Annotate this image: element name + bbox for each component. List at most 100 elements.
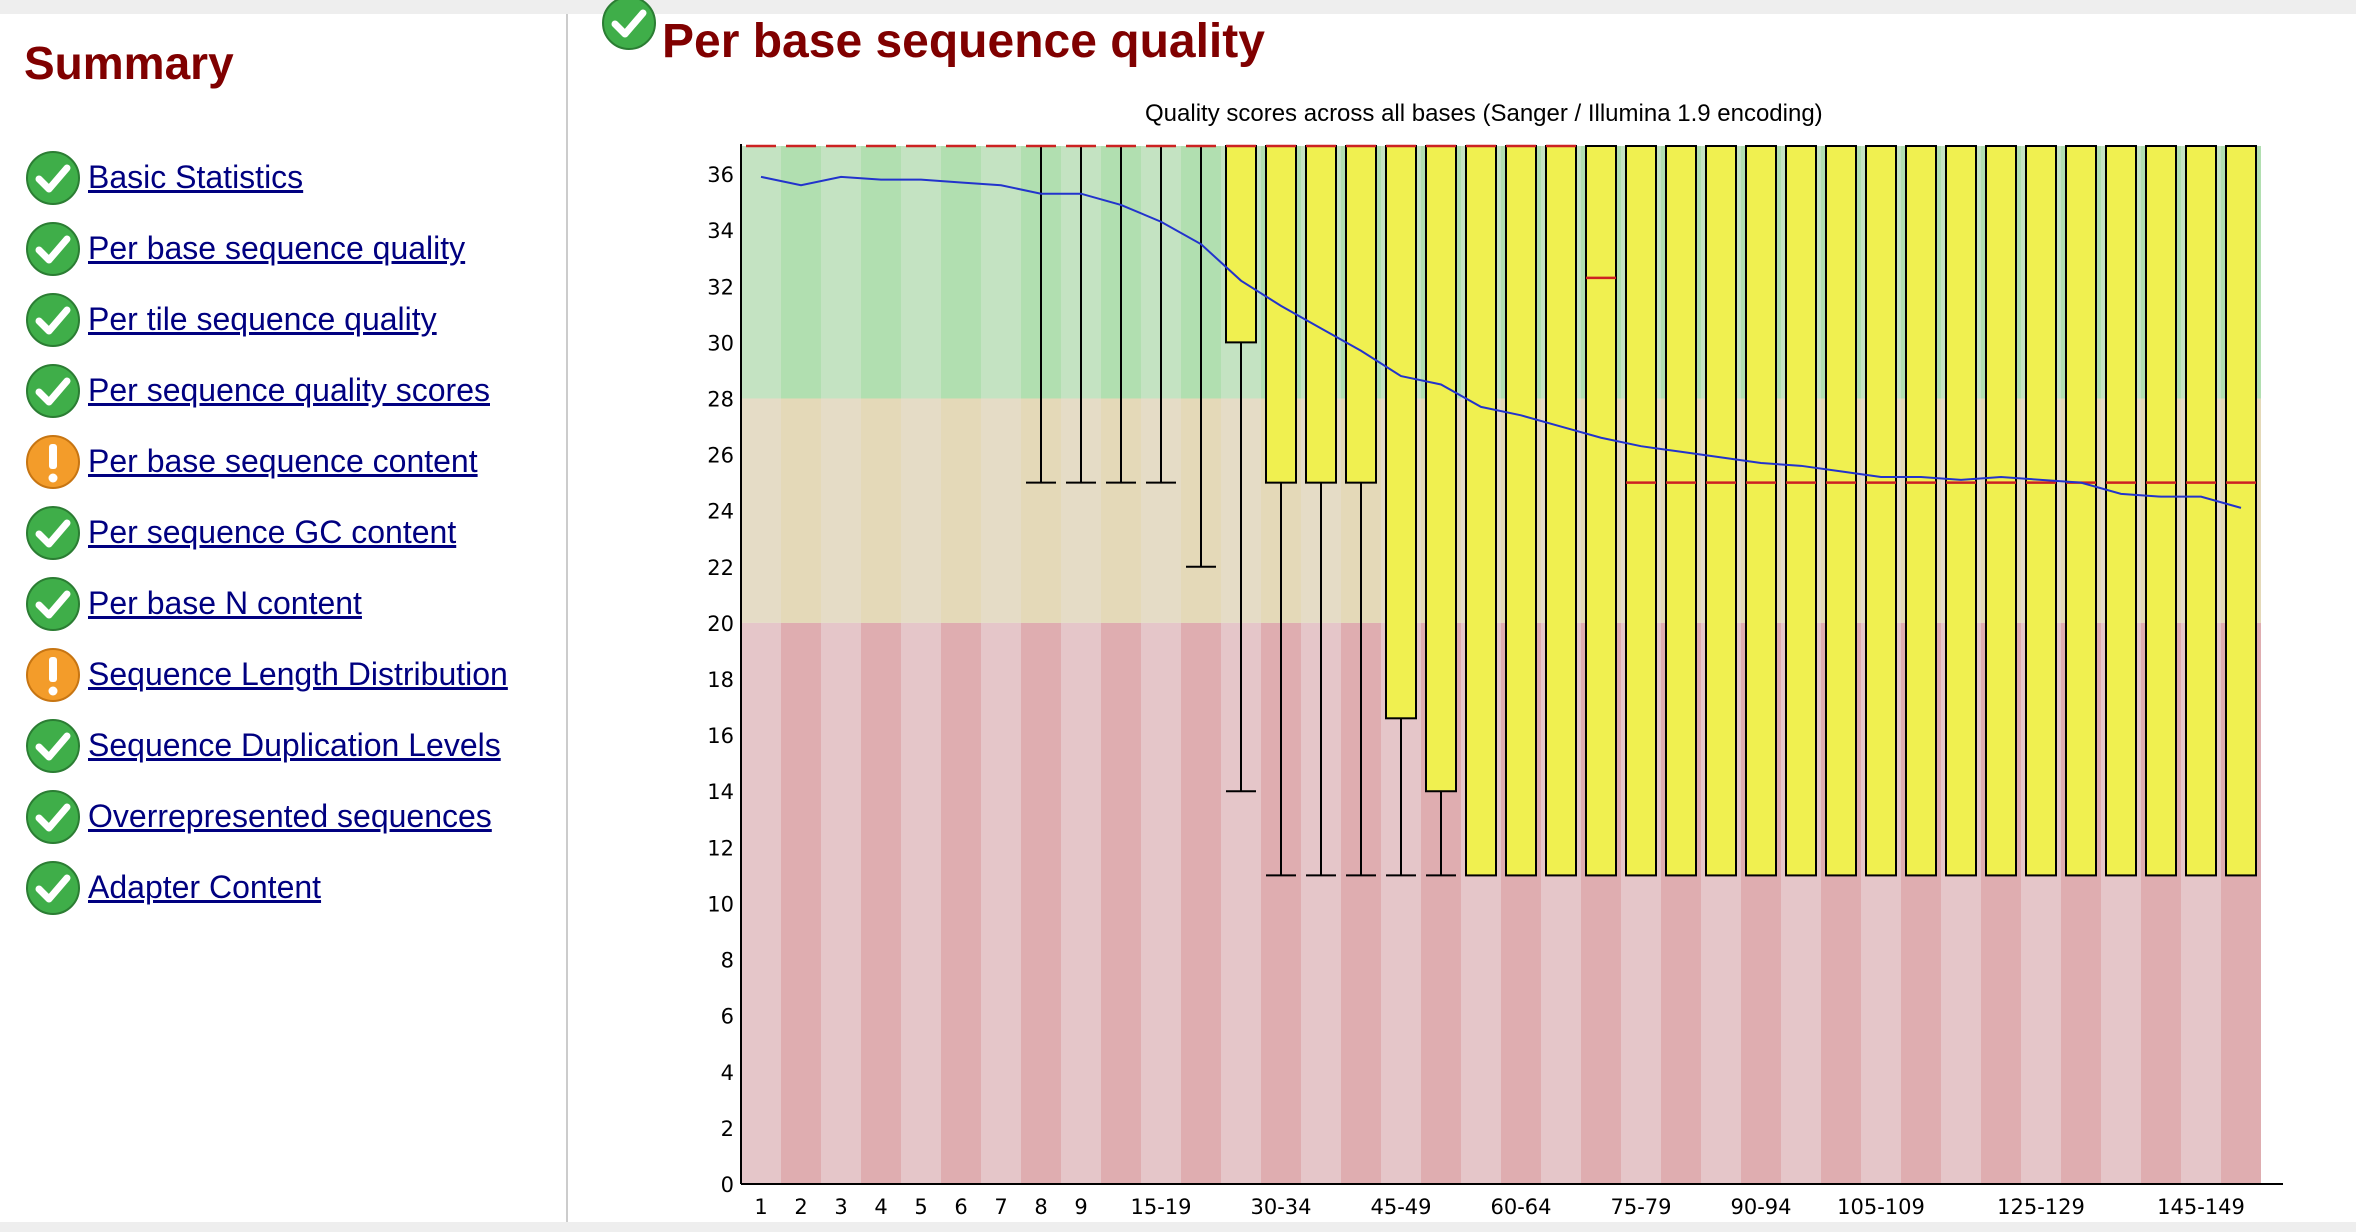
quality-box bbox=[1825, 145, 1857, 877]
module-list: Basic Statistics Per base sequence qualit… bbox=[24, 142, 508, 923]
zone-ok-band bbox=[821, 398, 861, 623]
y-tick-label: 2 bbox=[721, 1117, 734, 1141]
zone-bad-band bbox=[821, 622, 861, 1184]
zone-bad-band bbox=[981, 622, 1021, 1184]
nav-link[interactable]: Sequence Duplication Levels bbox=[88, 727, 501, 763]
top-strip bbox=[0, 0, 2356, 14]
quality-box bbox=[1345, 145, 1377, 484]
zone-ok-band bbox=[861, 398, 901, 623]
nav-link[interactable]: Per sequence GC content bbox=[88, 514, 457, 550]
y-tick-label: 14 bbox=[707, 780, 734, 804]
x-tick-label: 105-109 bbox=[1837, 1195, 1925, 1219]
zone-ok-band bbox=[741, 398, 781, 623]
zone-ok-band bbox=[981, 398, 1021, 623]
zone-bad-band bbox=[1021, 622, 1061, 1184]
quality-box bbox=[2105, 145, 2137, 877]
x-tick-label: 30-34 bbox=[1250, 1195, 1311, 1219]
y-tick-label: 18 bbox=[707, 668, 734, 692]
x-tick-label: 145-149 bbox=[2157, 1195, 2245, 1219]
x-tick-label: 5 bbox=[914, 1195, 927, 1219]
quality-box bbox=[1665, 145, 1697, 877]
nav-item: Per sequence GC content bbox=[24, 497, 508, 568]
quality-box bbox=[1785, 145, 1817, 877]
nav-item: Sequence Duplication Levels bbox=[24, 710, 508, 781]
zone-bad-band bbox=[901, 622, 941, 1184]
x-tick-label: 6 bbox=[954, 1195, 967, 1219]
pass-icon bbox=[602, 0, 656, 50]
pass-icon bbox=[26, 292, 80, 347]
summary-sidebar: Summary Basic Statistics Per base sequenc… bbox=[0, 14, 568, 1222]
y-tick-label: 36 bbox=[707, 163, 734, 187]
quality-box bbox=[2225, 145, 2257, 877]
quality-box bbox=[2185, 145, 2217, 877]
main-report: Per base sequence quality Quality scores… bbox=[570, 0, 2356, 1222]
quality-box bbox=[1585, 145, 1617, 877]
pass-icon bbox=[26, 150, 80, 205]
quality-box bbox=[1545, 145, 1577, 877]
zone-ok-band bbox=[901, 398, 941, 623]
pass-icon bbox=[26, 789, 80, 844]
x-tick-label: 8 bbox=[1034, 1195, 1047, 1219]
quality-box bbox=[1265, 145, 1297, 484]
zone-bad-band bbox=[861, 622, 901, 1184]
x-tick-label: 1 bbox=[754, 1195, 767, 1219]
quality-box bbox=[1385, 145, 1417, 720]
quality-box bbox=[1625, 145, 1657, 877]
mean-quality-line bbox=[760, 175, 2242, 509]
pass-icon bbox=[26, 718, 80, 773]
y-tick-label: 24 bbox=[707, 500, 734, 524]
nav-item: Per base N content bbox=[24, 568, 508, 639]
quality-box bbox=[1505, 145, 1537, 877]
quality-box bbox=[2145, 145, 2177, 877]
nav-link[interactable]: Basic Statistics bbox=[88, 159, 304, 195]
y-tick-label: 30 bbox=[707, 331, 734, 355]
x-tick-label: 75-79 bbox=[1610, 1195, 1671, 1219]
quality-box bbox=[1865, 145, 1897, 877]
nav-link[interactable]: Per base sequence quality bbox=[88, 230, 466, 266]
quality-box bbox=[1305, 145, 1337, 484]
x-tick-label: 7 bbox=[994, 1195, 1007, 1219]
pass-icon bbox=[26, 363, 80, 418]
quality-box bbox=[1745, 145, 1777, 877]
quality-box bbox=[1225, 145, 1257, 344]
x-tick-label: 2 bbox=[794, 1195, 807, 1219]
y-tick-label: 8 bbox=[721, 949, 734, 973]
zone-bad-band bbox=[1181, 622, 1221, 1184]
nav-link[interactable]: Per sequence quality scores bbox=[88, 372, 490, 408]
nav-item: Overrepresented sequences bbox=[24, 781, 508, 852]
nav-item: Per base sequence quality bbox=[24, 213, 508, 284]
quality-box bbox=[1425, 145, 1457, 793]
nav-link[interactable]: Per base sequence content bbox=[88, 443, 478, 479]
nav-item: Adapter Content bbox=[24, 852, 508, 923]
quality-box bbox=[1985, 145, 2017, 877]
y-tick-label: 12 bbox=[707, 836, 734, 860]
quality-box bbox=[2025, 145, 2057, 877]
y-tick-label: 4 bbox=[721, 1061, 734, 1085]
y-tick-label: 0 bbox=[721, 1173, 734, 1197]
x-tick-label: 45-49 bbox=[1370, 1195, 1431, 1219]
section-title: Per base sequence quality bbox=[662, 15, 1265, 68]
x-tick-label: 4 bbox=[874, 1195, 887, 1219]
nav-link[interactable]: Overrepresented sequences bbox=[88, 798, 492, 834]
zone-good-band bbox=[741, 146, 781, 399]
bottom-strip bbox=[0, 1222, 2356, 1232]
quality-box bbox=[1945, 145, 1977, 877]
warning-icon bbox=[26, 434, 80, 489]
nav-item: Sequence Length Distribution bbox=[24, 639, 508, 710]
x-tick-label: 15-19 bbox=[1130, 1195, 1191, 1219]
nav-link[interactable]: Adapter Content bbox=[88, 869, 322, 905]
x-tick-label: 60-64 bbox=[1490, 1195, 1551, 1219]
zone-ok-band bbox=[781, 398, 821, 623]
nav-link[interactable]: Sequence Length Distribution bbox=[88, 656, 508, 692]
x-tick-label: 125-129 bbox=[1997, 1195, 2085, 1219]
zone-good-band bbox=[821, 146, 861, 399]
nav-item: Per sequence quality scores bbox=[24, 355, 508, 426]
zone-good-band bbox=[861, 146, 901, 399]
y-tick-label: 16 bbox=[707, 724, 734, 748]
nav-link[interactable]: Per base N content bbox=[88, 585, 362, 621]
chart-title: Quality scores across all bases (Sanger … bbox=[1145, 100, 1823, 127]
zone-good-band bbox=[781, 146, 821, 399]
nav-link[interactable]: Per tile sequence quality bbox=[88, 301, 437, 337]
pass-icon bbox=[26, 221, 80, 276]
x-tick-label: 90-94 bbox=[1730, 1195, 1791, 1219]
